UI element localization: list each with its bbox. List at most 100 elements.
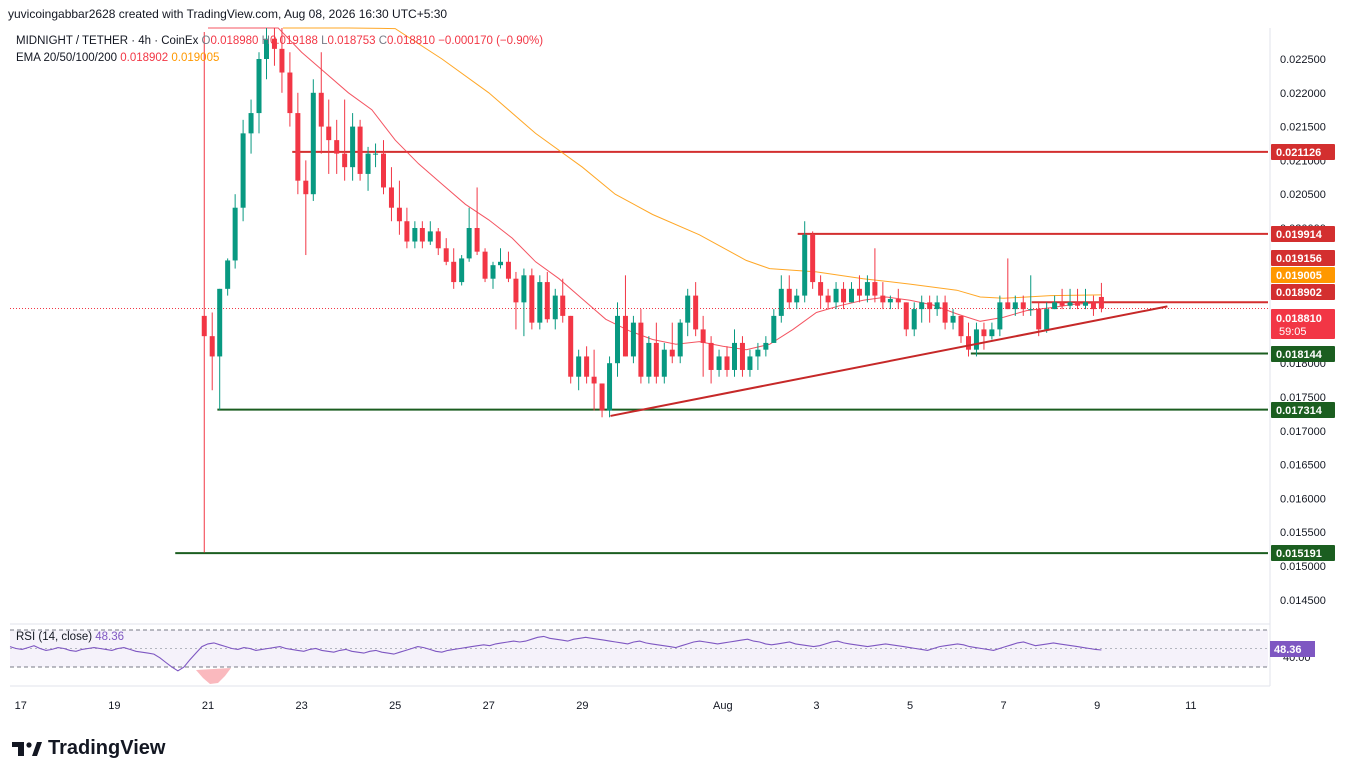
- tradingview-logo[interactable]: TradingView: [12, 737, 165, 760]
- candle-up: [310, 92, 316, 195]
- candle-up: [498, 261, 503, 266]
- price-tag-text: 0.018810: [1276, 313, 1322, 325]
- time-tick-label: 27: [483, 700, 495, 712]
- candle-down: [342, 153, 348, 168]
- candle-down: [396, 207, 402, 222]
- candle-down: [326, 126, 332, 141]
- candle-down: [1098, 296, 1104, 309]
- candle-up: [225, 260, 231, 289]
- candle-up: [537, 282, 543, 323]
- candle-down: [1036, 309, 1042, 330]
- candle-down: [568, 315, 574, 377]
- price-tick-label: 0.015000: [1280, 561, 1326, 573]
- price-tick-label: 0.021500: [1280, 122, 1326, 134]
- candle-down: [295, 113, 301, 181]
- candle-down: [209, 336, 215, 357]
- candle-up: [615, 315, 620, 364]
- candle-up: [950, 315, 956, 323]
- candle-down: [903, 302, 909, 330]
- candle-down: [708, 342, 714, 370]
- time-tick-label: 23: [295, 700, 307, 712]
- candle-up: [521, 275, 527, 303]
- candle-up: [256, 59, 262, 114]
- candle-up: [1044, 309, 1050, 330]
- ohlc-values: O0.018980 H0.019188 L0.018753 C0.018810 …: [201, 35, 544, 47]
- time-tick-label: 29: [576, 700, 588, 712]
- candle-down: [357, 126, 363, 174]
- candle-up: [755, 349, 761, 357]
- change-value: −0.000170 (−0.90%): [438, 35, 544, 47]
- candle-up: [661, 349, 667, 377]
- price-tag-text: 0.018144: [1276, 349, 1323, 361]
- username: yuvicoingabbar2628: [8, 7, 116, 21]
- candle-down: [584, 356, 590, 377]
- price-tick-label: 0.014500: [1280, 595, 1326, 607]
- candle-down: [700, 329, 706, 343]
- rsi-legend[interactable]: RSI (14, close) 48.36: [16, 631, 124, 643]
- candle-down: [303, 180, 309, 195]
- candle-up: [802, 234, 808, 296]
- candle-up: [677, 322, 683, 357]
- time-tick-label: 17: [15, 700, 27, 712]
- candle-down: [1059, 302, 1065, 306]
- time-tick-label: Aug: [713, 700, 733, 712]
- candle-down: [669, 349, 675, 357]
- candle-down: [966, 336, 971, 350]
- price-tag-resistance: [1271, 250, 1335, 266]
- candles[interactable]: [201, 28, 1104, 553]
- horizontal-levels[interactable]: [175, 150, 1268, 555]
- candle-up: [887, 298, 893, 303]
- candle-down: [872, 282, 878, 296]
- candle-down: [529, 275, 535, 323]
- candle-down: [653, 342, 659, 377]
- price-tag-text: 0.015191: [1276, 548, 1322, 560]
- candle-up: [685, 295, 691, 323]
- candle-down: [1075, 302, 1081, 306]
- brand-name: TradingView: [48, 737, 166, 759]
- candle-down: [825, 295, 831, 303]
- candle-up: [264, 38, 269, 59]
- candle-down: [599, 383, 605, 411]
- symbol-legend[interactable]: MIDNIGHT / TETHER · 4h · CoinEx O0.01898…: [16, 35, 543, 47]
- time-axis[interactable]: 17 19 21 23 25 27 29 Aug 3 5 7 9 11: [15, 700, 1197, 712]
- candle-down: [334, 140, 340, 154]
- candle-up: [576, 356, 582, 377]
- price-tag-text: 0.021126: [1276, 147, 1321, 159]
- time-tick-label: 21: [202, 700, 214, 712]
- price-tag-resistance: [1271, 144, 1335, 160]
- candle-up: [365, 153, 371, 174]
- candle-up: [997, 302, 1003, 330]
- price-axis-labels: 48.36 0.021126 0.019914 0.019156 0.019005 0.0…: [1270, 144, 1335, 657]
- candle-down: [451, 261, 457, 283]
- price-tag-last: [1271, 309, 1335, 339]
- ema-label: EMA 20/50/100/200: [16, 52, 118, 64]
- price-tag-text: 0.017314: [1276, 405, 1323, 417]
- candle-up: [716, 356, 722, 370]
- candle-down: [318, 92, 324, 127]
- candle-down: [724, 356, 730, 370]
- price-tick-label: 0.016500: [1280, 460, 1326, 472]
- candle-up: [747, 356, 753, 370]
- candle-up: [833, 288, 839, 303]
- ema-legend[interactable]: EMA 20/50/100/200 0.018902 0.019005: [16, 52, 219, 64]
- candle-down: [693, 295, 699, 330]
- candle-up: [552, 295, 558, 320]
- price-tag-text: 0.019914: [1276, 229, 1323, 241]
- price-tick-label: 0.022500: [1280, 54, 1326, 66]
- candle-down: [942, 302, 948, 323]
- price-tick-label: 0.020500: [1280, 189, 1326, 201]
- candle-down: [856, 288, 862, 296]
- candle-up: [771, 315, 777, 343]
- candle-down: [482, 251, 488, 279]
- countdown-text: 59:05: [1279, 326, 1307, 338]
- rsi-oversold-fill: [196, 668, 231, 684]
- chart-attribution: yuvicoingabbar2628 created with TradingV…: [8, 7, 447, 21]
- candle-up: [373, 153, 379, 155]
- rsi-value: 48.36: [95, 631, 125, 643]
- candle-down: [895, 298, 901, 303]
- candle-down: [435, 231, 441, 249]
- ascending-trendline[interactable]: [610, 305, 1168, 417]
- candle-down: [404, 221, 410, 242]
- candle-down: [927, 302, 933, 310]
